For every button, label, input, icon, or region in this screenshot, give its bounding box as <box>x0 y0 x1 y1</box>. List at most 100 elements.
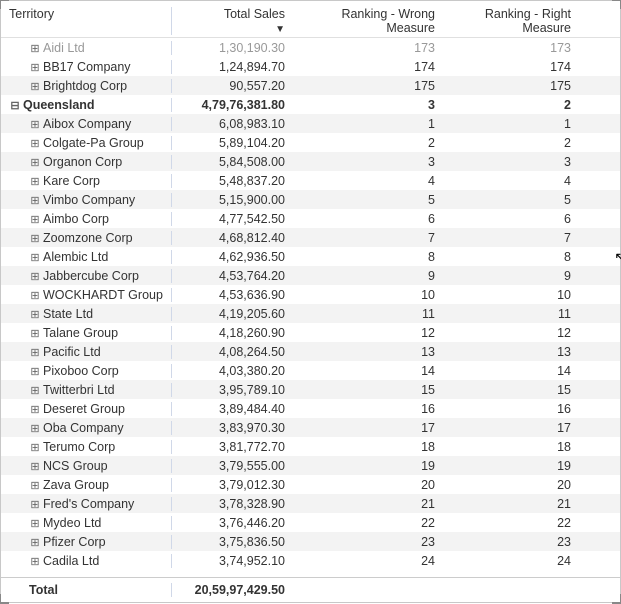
company-row[interactable]: ⊞Jabbercube Corp4,53,764.2099 <box>1 266 620 285</box>
expand-icon[interactable]: ⊞ <box>29 365 41 378</box>
expand-icon[interactable]: ⊞ <box>29 194 41 207</box>
company-row[interactable]: ⊞Talane Group4,18,260.901212 <box>1 323 620 342</box>
expand-icon[interactable]: ⊞ <box>29 308 41 321</box>
header-total-sales[interactable]: Total Sales▼ <box>171 7 291 35</box>
ranking-wrong-cell: 20 <box>291 478 441 492</box>
expand-icon[interactable]: ⊞ <box>29 137 41 150</box>
ranking-wrong-cell: 14 <box>291 364 441 378</box>
expand-icon[interactable]: ⊞ <box>29 251 41 264</box>
expand-icon[interactable]: ⊞ <box>29 422 41 435</box>
row-label: Pixoboo Corp <box>43 364 119 378</box>
expand-icon[interactable]: ⊞ <box>29 441 41 454</box>
company-row[interactable]: ⊞Mydeo Ltd3,76,446.202222 <box>1 513 620 532</box>
ranking-wrong-cell: 3 <box>291 155 441 169</box>
total-sales-cell: 3,79,012.30 <box>171 478 291 492</box>
expand-icon[interactable]: ⊞ <box>29 517 41 530</box>
row-label: Oba Company <box>43 421 124 435</box>
sort-desc-icon: ▼ <box>275 24 285 35</box>
company-row[interactable]: ⊞Pixoboo Corp4,03,380.201414 <box>1 361 620 380</box>
expand-icon[interactable]: ⊞ <box>29 460 41 473</box>
total-sales-cell: 4,53,764.20 <box>171 269 291 283</box>
total-sales-cell: 5,84,508.00 <box>171 155 291 169</box>
expand-icon[interactable]: ⊞ <box>29 213 41 226</box>
expand-icon[interactable]: ⊞ <box>29 289 41 302</box>
company-row[interactable]: ⊞Kare Corp5,48,837.2044 <box>1 171 620 190</box>
ranking-right-cell: 16 <box>441 402 591 416</box>
row-label: WOCKHARDT Group <box>43 288 163 302</box>
header-territory[interactable]: Territory <box>1 7 171 35</box>
row-label: Kare Corp <box>43 174 100 188</box>
expand-icon[interactable]: ⊞ <box>29 346 41 359</box>
expand-icon[interactable]: ⊞ <box>29 555 41 568</box>
ranking-right-cell: 10 <box>441 288 591 302</box>
ranking-right-cell: 3 <box>441 155 591 169</box>
resize-handle-tl[interactable] <box>0 0 9 9</box>
company-row[interactable]: ⊞Twitterbri Ltd3,95,789.101515 <box>1 380 620 399</box>
company-row[interactable]: ⊞Terumo Corp3,81,772.701818 <box>1 437 620 456</box>
ranking-wrong-cell: 12 <box>291 326 441 340</box>
total-sales-cell: 3,74,952.10 <box>171 554 291 568</box>
ranking-right-cell: 6 <box>441 212 591 226</box>
company-row[interactable]: ⊞Deseret Group3,89,484.401616 <box>1 399 620 418</box>
ranking-right-cell: 8 <box>441 250 591 264</box>
total-sales-cell: 5,15,900.00 <box>171 193 291 207</box>
company-row[interactable]: ⊞NCS Group3,79,555.001919 <box>1 456 620 475</box>
company-row[interactable]: ⊞Cadila Ltd3,74,952.102424 <box>1 551 620 570</box>
company-row[interactable]: ⊞Organon Corp5,84,508.0033 <box>1 152 620 171</box>
header-ranking-wrong[interactable]: Ranking - Wrong Measure <box>291 7 441 35</box>
company-row[interactable]: ⊞Colgate-Pa Group5,89,104.2022 <box>1 133 620 152</box>
expand-icon[interactable]: ⊞ <box>29 327 41 340</box>
company-row[interactable]: ⊞State Ltd4,19,205.601111 <box>1 304 620 323</box>
expand-icon[interactable]: ⊞ <box>29 498 41 511</box>
expand-icon[interactable]: ⊞ <box>29 403 41 416</box>
company-row[interactable]: ⊞Alembic Ltd4,62,936.5088 <box>1 247 620 266</box>
expand-icon[interactable]: ⊞ <box>29 384 41 397</box>
expand-icon[interactable]: ⊞ <box>29 80 41 93</box>
ranking-wrong-cell: 17 <box>291 421 441 435</box>
company-row[interactable]: ⊞Aibox Company6,08,983.1011 <box>1 114 620 133</box>
expand-icon[interactable]: ⊞ <box>29 270 41 283</box>
matrix-body[interactable]: ⊞Aidi Ltd1,30,190.30173173⊞BB17 Company1… <box>1 38 620 577</box>
ranking-right-cell: 2 <box>441 136 591 150</box>
ranking-right-cell: 11 <box>441 307 591 321</box>
matrix-visual: ↑ ↓ ⇊ ⚻ ⋔ ⛶ ⋯ Territory Total Sales▼ Ran… <box>0 0 621 603</box>
ranking-wrong-cell: 8 <box>291 250 441 264</box>
company-row[interactable]: ⊞Vimbo Company5,15,900.0055 <box>1 190 620 209</box>
company-row[interactable]: ⊞Pfizer Corp3,75,836.502323 <box>1 532 620 551</box>
row-label: Fred's Company <box>43 497 134 511</box>
company-row[interactable]: ⊞Fred's Company3,78,328.902121 <box>1 494 620 513</box>
expand-icon[interactable]: ⊞ <box>29 479 41 492</box>
ranking-wrong-cell: 1 <box>291 117 441 131</box>
ranking-right-cell: 12 <box>441 326 591 340</box>
company-row[interactable]: ⊞WOCKHARDT Group4,53,636.901010 <box>1 285 620 304</box>
company-row[interactable]: ⊞Zoomzone Corp4,68,812.4077 <box>1 228 620 247</box>
ranking-right-cell: 18 <box>441 440 591 454</box>
company-row[interactable]: ⊞BB17 Company1,24,894.70174174 <box>1 57 620 76</box>
expand-icon[interactable]: ⊞ <box>29 61 41 74</box>
total-sales-cell: 4,68,812.40 <box>171 231 291 245</box>
header-ranking-right[interactable]: Ranking - Right Measure <box>441 7 591 35</box>
company-row[interactable]: ⊞Oba Company3,83,970.301717 <box>1 418 620 437</box>
row-label: Talane Group <box>43 326 118 340</box>
row-label: Zoomzone Corp <box>43 231 133 245</box>
company-row[interactable]: ⊞Zava Group3,79,012.302020 <box>1 475 620 494</box>
company-row[interactable]: ⊞Pacific Ltd4,08,264.501313 <box>1 342 620 361</box>
row-label: Alembic Ltd <box>43 250 108 264</box>
total-sales-cell: 4,08,264.50 <box>171 345 291 359</box>
expand-icon[interactable]: ⊞ <box>29 156 41 169</box>
expand-icon[interactable]: ⊞ <box>29 118 41 131</box>
expand-icon[interactable]: ⊞ <box>29 232 41 245</box>
company-row[interactable]: ⊞Brightdog Corp90,557.20175175 <box>1 76 620 95</box>
ranking-right-cell: 15 <box>441 383 591 397</box>
territory-row[interactable]: ⊟Queensland4,79,76,381.8032 <box>1 95 620 114</box>
company-row[interactable]: ⊞Aidi Ltd1,30,190.30173173 <box>1 38 620 57</box>
total-sales-value: 20,59,97,429.50 <box>171 583 291 597</box>
resize-handle-tr[interactable] <box>612 0 621 9</box>
expand-icon[interactable]: ⊞ <box>29 536 41 549</box>
expand-icon[interactable]: ⊞ <box>29 42 41 55</box>
ranking-wrong-cell: 13 <box>291 345 441 359</box>
expand-icon[interactable]: ⊞ <box>29 175 41 188</box>
company-row[interactable]: ⊞Aimbo Corp4,77,542.5066 <box>1 209 620 228</box>
total-sales-cell: 4,77,542.50 <box>171 212 291 226</box>
collapse-icon[interactable]: ⊟ <box>9 99 21 112</box>
